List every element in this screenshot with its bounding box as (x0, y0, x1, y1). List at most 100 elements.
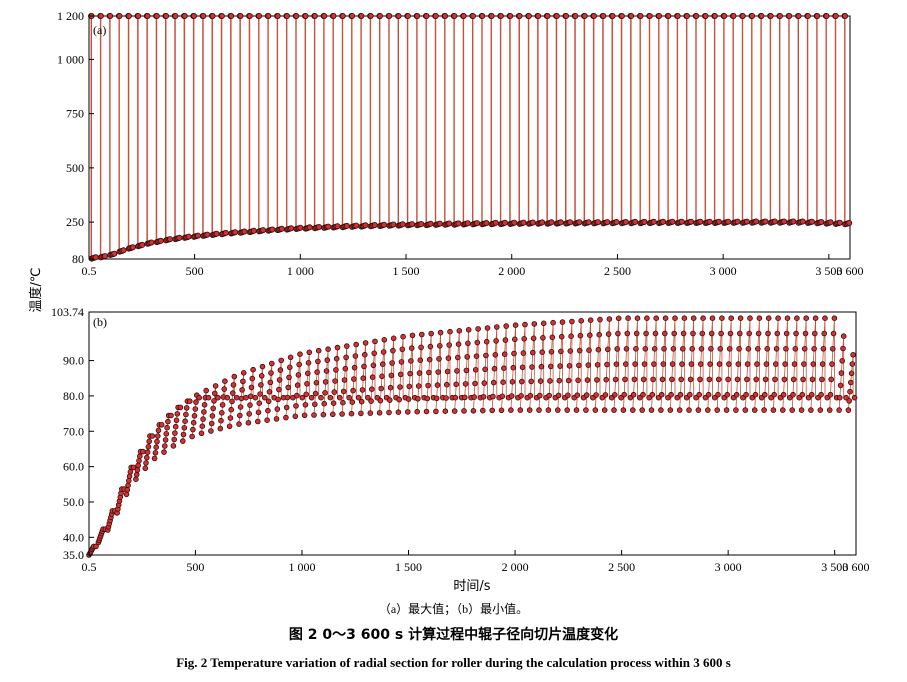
panel-b-data-point (183, 405, 190, 411)
panel-b-data-point (802, 330, 809, 337)
panel-a-data-point (516, 12, 523, 19)
panel-b-data-point (744, 376, 750, 383)
panel-b-data-point (528, 378, 534, 385)
panel-b-data-point (311, 412, 317, 418)
panel-b-data-point (445, 355, 452, 362)
panel-a-data-point (795, 12, 802, 19)
panel-a-data-point (349, 12, 356, 19)
panel-b-data-point (386, 397, 393, 403)
panel-b-data-point (296, 361, 303, 368)
panel-b-data-point (446, 342, 453, 348)
panel-b-data-point (444, 368, 451, 375)
panel-b-data-point (180, 431, 187, 438)
panel-b-data-point (707, 361, 713, 367)
panel-b-data-point (399, 346, 406, 353)
panel-b-data-point (625, 315, 631, 322)
panel-b-data-point (709, 315, 716, 322)
panel-b-data-point (396, 396, 403, 403)
panel-b-data-point (361, 351, 368, 358)
panel-b-data-point (622, 376, 628, 383)
panel-b-data-point (295, 372, 302, 378)
panel-b-data-point (593, 392, 599, 398)
panel-b-data-point (651, 345, 658, 352)
panel-b-data-point (217, 425, 224, 432)
panel-b-data-point (819, 361, 826, 367)
panel-b-data-point (791, 361, 798, 367)
panel-b-data-point (378, 385, 385, 392)
panel-b-data-point (286, 364, 293, 371)
panel-a-data-point (529, 219, 536, 226)
panel-b-data-point (651, 361, 657, 367)
panel-b-data-point (522, 321, 528, 328)
panel-b-data-point (293, 392, 300, 399)
panel-b-data-point (409, 332, 416, 339)
panel-b-data-point (761, 391, 768, 398)
panel-a-data-point (293, 12, 300, 19)
panel-b-data-point (480, 393, 487, 400)
panel-a-data-point (786, 12, 793, 19)
panel-b-data-point (379, 361, 386, 368)
panel-b-data-point (596, 331, 602, 338)
panel-a-data-point (408, 221, 415, 228)
panel-b-data-point (287, 354, 294, 361)
panel-b-data-point (451, 408, 458, 414)
panel-a-data-point (256, 12, 263, 19)
panel-b-data-point (377, 397, 384, 404)
panel-b-data-point (424, 395, 431, 402)
panel-a-data-point (107, 12, 114, 19)
panel-b-data-point (517, 407, 524, 413)
panel-b-data-point (190, 419, 197, 426)
panel-a-data-point (804, 12, 811, 19)
panel-b-data-point (372, 338, 378, 345)
panel-b-data-point (830, 330, 837, 337)
panel-b-data-point (698, 345, 705, 352)
panel-a-y-tick-label: 1 000 (57, 52, 84, 66)
panel-b-data-point (329, 411, 336, 418)
panel-a-data-point (600, 12, 607, 19)
panel-b-data-point (161, 449, 167, 455)
panel-a-data-point (442, 12, 449, 19)
panel-b-data-point (686, 407, 692, 413)
panel-b-data-point (676, 407, 683, 413)
panel-b-data-point (540, 334, 546, 341)
panel-b-data-point (322, 379, 329, 385)
panel-b-data-point (576, 347, 583, 354)
panel-b-data-point (380, 349, 387, 355)
panel-a-data-point (129, 244, 136, 251)
panel-b-data-point (783, 345, 789, 352)
panel-b-data-point (820, 345, 827, 352)
panel-b-markers (86, 315, 858, 558)
panel-b-data-point (454, 368, 460, 374)
panel-b-data-point (397, 384, 403, 390)
panel-b-data-point (415, 395, 421, 402)
panel-b-data-point (285, 384, 292, 391)
panel-b-data-point (342, 365, 349, 372)
panel-b-data-point (631, 376, 638, 383)
panel-a-data-point (628, 12, 635, 19)
panel-a-data-point (190, 12, 197, 19)
panel-b-data-point (624, 330, 631, 337)
panel-b-data-point (483, 338, 490, 345)
panel-a-x-tick-label: 3 500 (815, 264, 842, 278)
panel-b-data-point (819, 376, 825, 383)
panel-b-data-point (500, 379, 506, 386)
panel-b-data-point (351, 376, 357, 382)
panel-b-data-point (733, 407, 739, 413)
figure-caption-chinese: 图 2 0～3 600 s 计算过程中辊子径向切片温度变化 (288, 627, 619, 643)
panel-a-data-point (688, 218, 695, 225)
panel-b-label: (b) (93, 315, 107, 329)
panel-b-data-point (196, 394, 203, 401)
panel-b-data-point (201, 401, 208, 408)
panel-b-data-point (540, 320, 547, 327)
panel-a-x-tick-label: 1 000 (287, 264, 314, 278)
panel-a-data-point (358, 12, 365, 19)
panel-a-data-point (730, 12, 737, 19)
panel-a-data-point (734, 218, 741, 225)
panel-b-data-point (520, 350, 527, 356)
panel-b-data-point (846, 398, 852, 404)
panel-b-data-point (642, 345, 649, 352)
panel-b-data-point (537, 378, 544, 384)
panel-b-data-point (697, 361, 704, 367)
panel-a-data-point (423, 12, 430, 19)
panel-b-data-point (584, 377, 591, 383)
